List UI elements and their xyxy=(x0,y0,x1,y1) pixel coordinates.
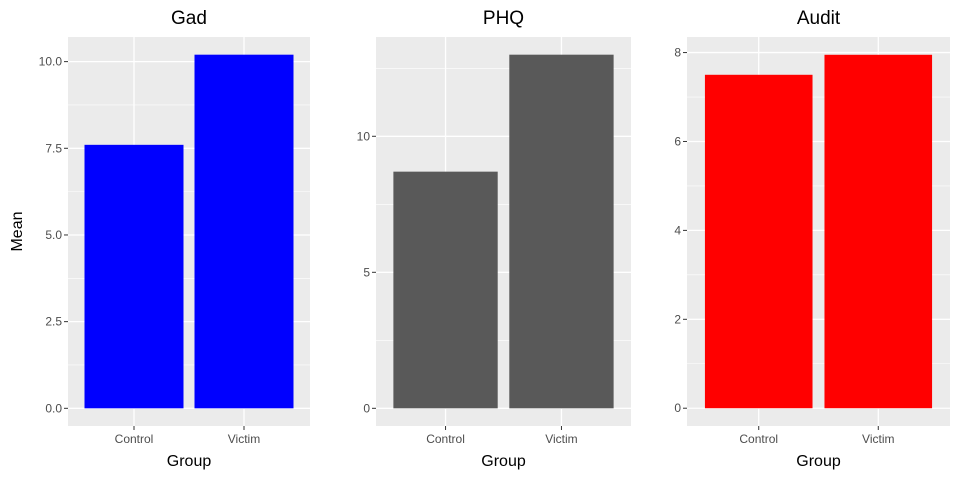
y-tick-label: 0.0 xyxy=(45,401,62,415)
bar-control xyxy=(393,171,498,409)
x-axis-title: Group xyxy=(796,453,841,470)
facet-panel-0: 0.0 2.5 5.0 7.5 10.0 Control Victim Gad Group Mea… xyxy=(9,8,310,470)
y-tick-label: 5.0 xyxy=(45,228,62,242)
facet-panel-1: 0 5 10 Control Victim PHQ Group xyxy=(357,8,631,470)
x-tick-label: Victim xyxy=(862,432,894,446)
y-tick-label: 6 xyxy=(674,134,681,148)
x-tick-label: Control xyxy=(739,432,778,446)
bar-control xyxy=(84,144,184,409)
bar-control xyxy=(704,74,813,409)
bar-victim xyxy=(194,54,294,409)
x-axis-title: Group xyxy=(481,453,526,470)
y-tick-label: 0 xyxy=(674,401,681,415)
y-tick-label: 8 xyxy=(674,46,681,60)
y-tick-label: 0 xyxy=(363,401,370,415)
y-axis-title: Mean xyxy=(9,211,26,251)
y-tick-label: 10 xyxy=(357,129,371,143)
x-tick-label: Control xyxy=(115,432,154,446)
panel-title: Audit xyxy=(797,8,841,29)
bar-victim xyxy=(824,54,933,409)
x-tick-label: Victim xyxy=(545,432,577,446)
panel-title: PHQ xyxy=(483,8,524,29)
y-tick-label: 10.0 xyxy=(39,55,63,69)
panel-title: Gad xyxy=(171,8,207,29)
x-tick-label: Control xyxy=(426,432,465,446)
y-tick-label: 4 xyxy=(674,223,681,237)
y-tick-label: 2.5 xyxy=(45,315,62,329)
y-tick-label: 5 xyxy=(363,265,370,279)
y-tick-label: 7.5 xyxy=(45,141,62,155)
bar-victim xyxy=(509,54,614,409)
facet-panel-2: 0 2 4 6 8 Control Victim Audit Group xyxy=(674,8,950,470)
x-tick-label: Victim xyxy=(228,432,260,446)
y-tick-label: 2 xyxy=(674,312,681,326)
x-axis-title: Group xyxy=(167,453,212,470)
